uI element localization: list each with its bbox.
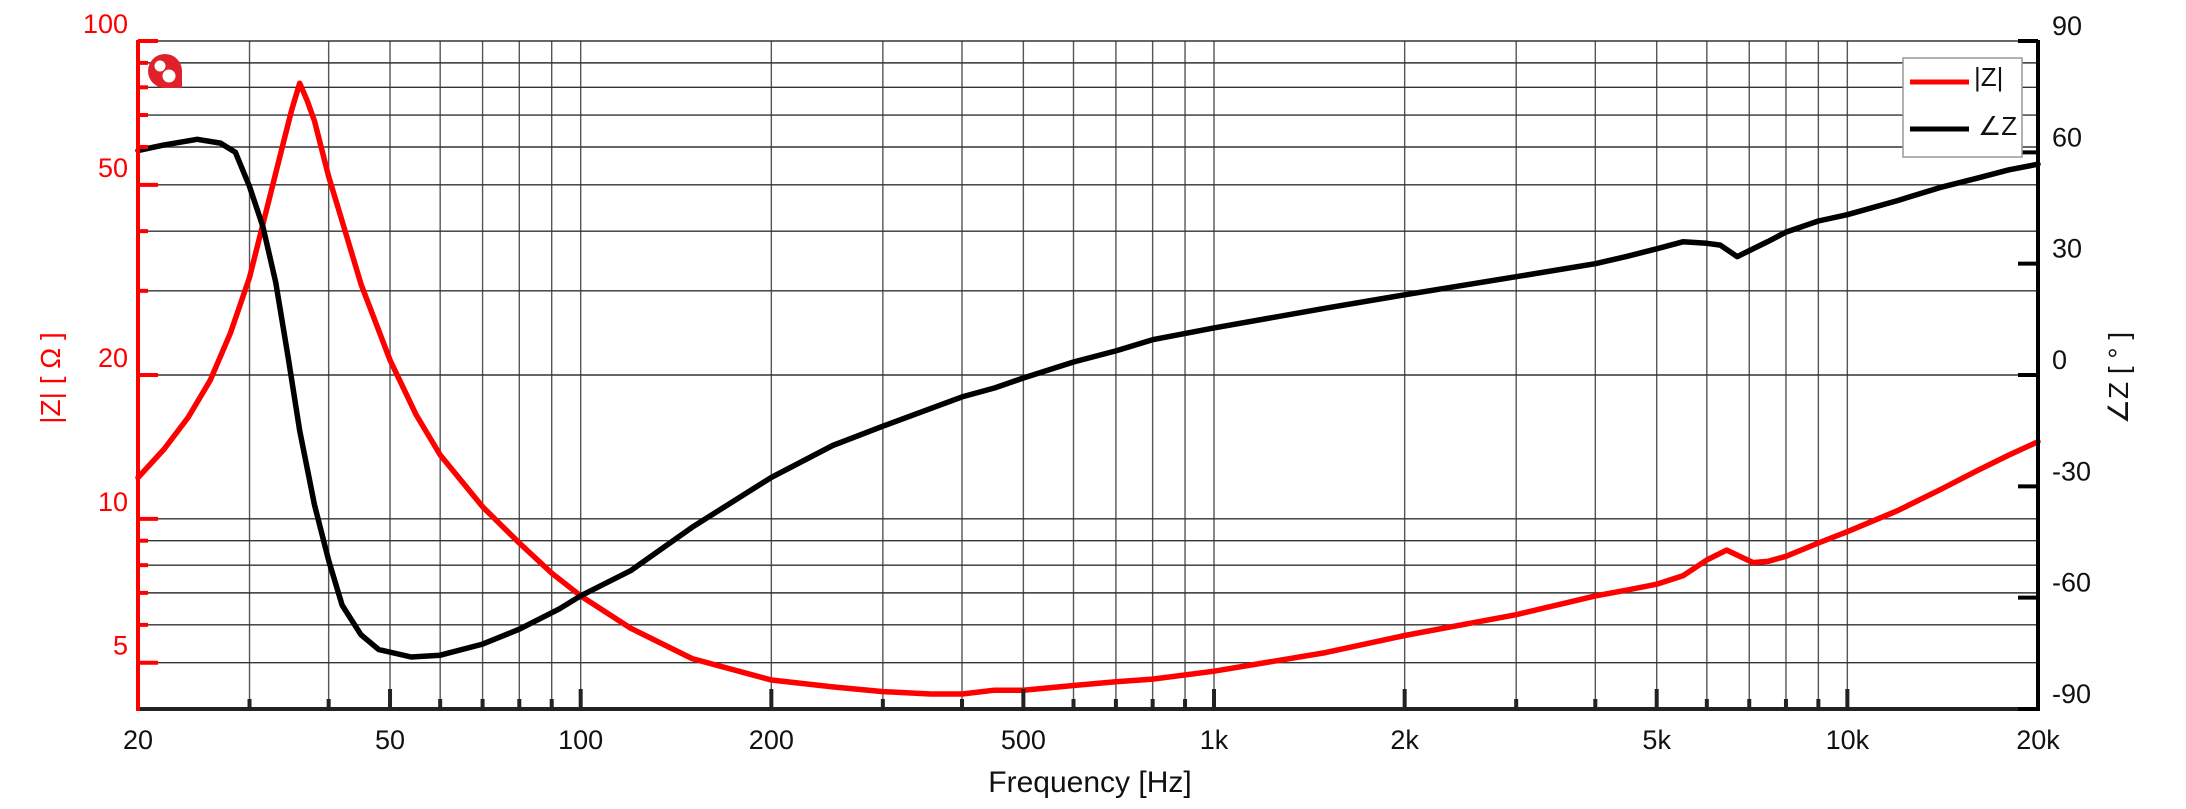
x-tick-label: 10k: [1826, 725, 1870, 755]
x-tick-label: 500: [1001, 725, 1046, 755]
right-tick-label: 60: [2052, 122, 2082, 152]
x-tick-label: 2k: [1390, 725, 1419, 755]
legend-box: [1902, 57, 2023, 158]
right-tick-label: 30: [2052, 234, 2082, 264]
x-tick-label: 1k: [1200, 725, 1229, 755]
x-tick-label: 20: [123, 725, 153, 755]
left-tick-label: 10: [98, 487, 128, 517]
left-axis-title: |Z| [ Ω ]: [35, 332, 66, 423]
left-tick-label: 5: [113, 631, 128, 661]
right-axis-title: ∠Z [ ° ]: [2103, 332, 2134, 424]
x-axis-title: Frequency [Hz]: [988, 766, 1191, 799]
x-axis-ticks: 20 50 100 200 500 1k 2k 5k 10k 20k: [123, 689, 2060, 755]
right-tick-label: -60: [2052, 568, 2091, 598]
left-tick-label: 100: [83, 9, 128, 39]
impedance-magnitude-curve: [135, 80, 2041, 697]
left-tick-label: 20: [98, 343, 128, 373]
legend-label-impedance: |Z|: [1974, 62, 2003, 92]
right-tick-label: -90: [2052, 679, 2091, 709]
right-axis-ticks: 90 60 30 0 -30 -60 -90: [2018, 11, 2091, 711]
impedance-phase-curve: [135, 136, 2041, 660]
series-layer: [135, 80, 2041, 697]
x-tick-label: 5k: [1642, 725, 1671, 755]
x-tick-label: 100: [558, 725, 603, 755]
horizontal-gridlines: [138, 40, 2038, 664]
x-tick-label: 50: [375, 725, 405, 755]
brand-logo-icon: [148, 54, 182, 88]
x-tick-label: 200: [749, 725, 794, 755]
left-axis-ticks: 100 50 20 10 5: [83, 9, 158, 665]
right-tick-label: -30: [2052, 456, 2091, 486]
legend-label-phase: ∠Z: [1978, 111, 2017, 141]
right-tick-label: 0: [2052, 345, 2067, 375]
left-tick-label: 50: [98, 153, 128, 183]
legend: |Z| ∠Z: [1902, 57, 2023, 158]
right-tick-label: 90: [2052, 11, 2082, 41]
x-tick-label: 20k: [2016, 725, 2060, 755]
